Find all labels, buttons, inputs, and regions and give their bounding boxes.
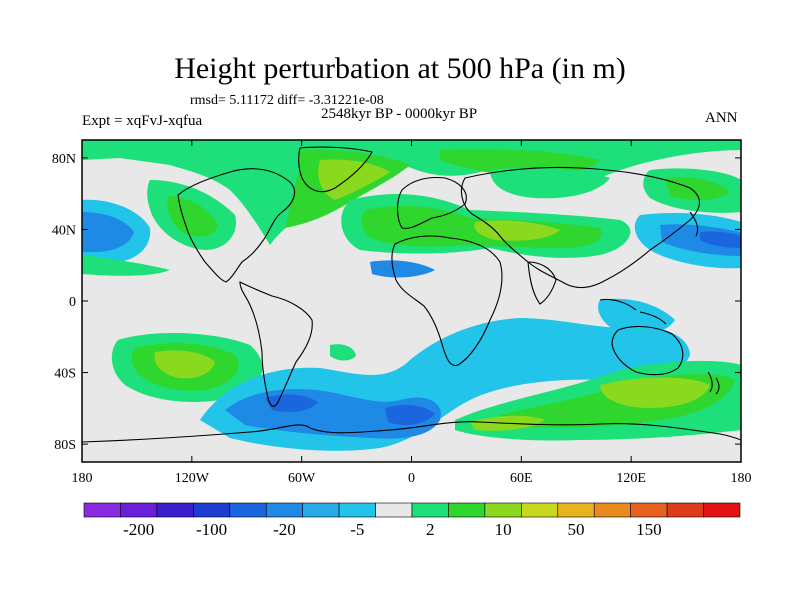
- contour-south-pacific-core: [154, 350, 215, 379]
- contour-north-pacific-negative-west-core: [82, 212, 134, 252]
- period-label: 2548kyr BP - 0000kyr BP: [321, 106, 478, 122]
- coast-japan: [689, 211, 699, 237]
- colorbar-swatch: [338, 502, 376, 518]
- coast-south-america: [239, 281, 313, 407]
- lat-tick-label: 40N: [52, 223, 76, 238]
- anomaly-field: [82, 140, 741, 451]
- stats-line: rmsd= 5.11172 diff= -3.31221e-08: [190, 93, 384, 108]
- experiment-label: Expt = xqFvJ-xqfua: [82, 113, 203, 129]
- colorbar-label: -5: [350, 520, 364, 539]
- colorbar-label: 150: [636, 520, 662, 539]
- colorbar-swatch: [193, 502, 231, 518]
- lon-tick-label: 60E: [510, 471, 533, 486]
- contour-pacific-band-west: [82, 255, 170, 276]
- longitude-axis: 180 120W 60W 0 60E 120E 180: [72, 140, 752, 486]
- contour-indian-ocean-negative: [598, 298, 675, 335]
- contour-japan-negative-peak: [700, 231, 741, 248]
- season-label: ANN: [705, 110, 738, 126]
- colorbar-label: -20: [273, 520, 296, 539]
- colorbar-swatch: [703, 502, 741, 518]
- colorbar-swatch: [229, 502, 267, 518]
- lon-tick-label: 120E: [616, 471, 646, 486]
- colorbar-label: 2: [426, 520, 435, 539]
- contour-drake-passage-core: [265, 394, 318, 412]
- lon-tick-label: 180: [731, 471, 752, 486]
- coast-new-zealand: [707, 371, 720, 395]
- contour-mediterranean-negative: [370, 260, 435, 278]
- colorbar-swatch: [120, 502, 158, 518]
- lon-tick-label: 0: [408, 471, 415, 486]
- colorbar-labels: -200 -100 -20 -5 2 10 50 150: [123, 520, 662, 539]
- contour-eurasia-midlat-core: [474, 220, 560, 241]
- coast-greenland: [298, 146, 373, 193]
- colorbar-label: 10: [495, 520, 512, 539]
- coast-india: [527, 261, 557, 305]
- contour-south-atlantic-core: [385, 404, 435, 426]
- colorbar-swatch: [411, 502, 449, 518]
- colorbar-swatch: [593, 502, 631, 518]
- coast-north-america: [177, 168, 296, 283]
- colorbar-swatch: [557, 502, 595, 518]
- coast-africa: [391, 235, 503, 367]
- colorbar-swatch: [666, 502, 704, 518]
- colorbar: [83, 502, 741, 518]
- contour-equatorial-pacific: [330, 344, 356, 361]
- coast-maritime-asia: [599, 298, 667, 325]
- colorbar-label: 50: [568, 520, 585, 539]
- lat-tick-label: 80N: [52, 152, 76, 167]
- coast-europe: [396, 176, 467, 229]
- lat-tick-label: 40S: [54, 367, 76, 382]
- contour-siberia-positive: [490, 167, 610, 199]
- colorbar-swatch: [375, 502, 413, 518]
- coastlines: [82, 146, 741, 443]
- contour-greenland-core: [318, 159, 390, 200]
- colorbar-label: -100: [196, 520, 227, 539]
- colorbar-label: -200: [123, 520, 154, 539]
- contour-kamchatka-core: [665, 177, 730, 201]
- colorbar-swatch: [302, 502, 340, 518]
- colorbar-swatch: [156, 502, 194, 518]
- colorbar-swatch: [265, 502, 303, 518]
- lon-tick-label: 120W: [175, 471, 210, 486]
- lon-tick-label: 180: [72, 471, 93, 486]
- colorbar-swatch: [521, 502, 559, 518]
- coast-antarctica: [82, 421, 741, 443]
- lat-tick-label: 80S: [54, 438, 76, 453]
- lat-tick-label: 0: [69, 295, 76, 310]
- colorbar-swatch: [448, 502, 486, 518]
- coast-asia: [460, 166, 700, 289]
- colorbar-swatch: [630, 502, 668, 518]
- colorbar-swatch: [484, 502, 522, 518]
- lon-tick-label: 60W: [288, 471, 316, 486]
- coast-australia: [611, 325, 684, 376]
- colorbar-swatch: [83, 502, 121, 518]
- plot-title: Height perturbation at 500 hPa (in m): [174, 52, 626, 85]
- latitude-axis: 80N 40N 0 40S 80S: [52, 152, 741, 453]
- contour-southern-indian-core: [600, 377, 710, 408]
